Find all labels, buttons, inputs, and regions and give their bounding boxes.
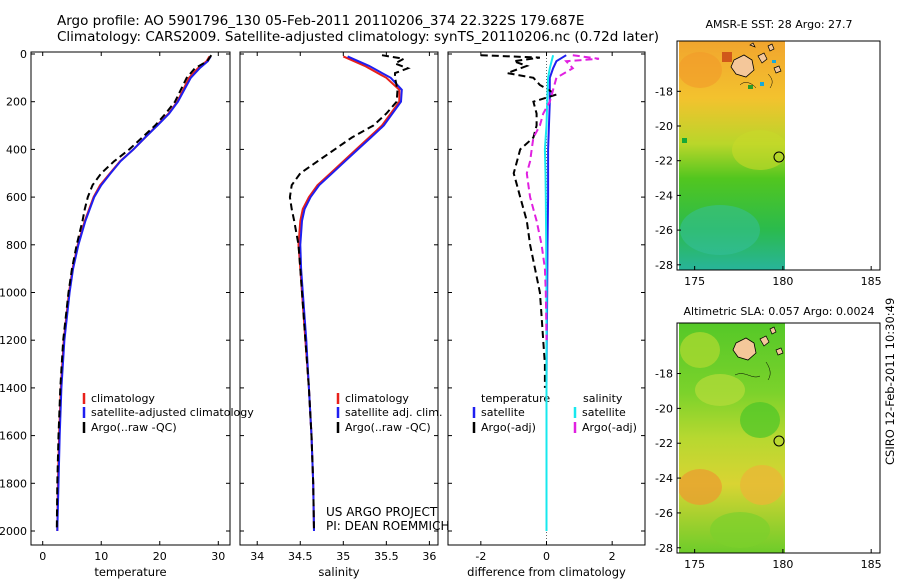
depth-tick-label: 1600 bbox=[0, 430, 27, 443]
x-tick-label: 10 bbox=[94, 550, 108, 563]
sla-map-title: Altimetric SLA: 0.057 Argo: 0.0024 bbox=[683, 305, 875, 318]
x-tick-label: 35 bbox=[336, 550, 350, 563]
series-line-temp_satellite bbox=[545, 54, 567, 531]
legend-temp-climatology: climatology bbox=[91, 392, 155, 405]
series-line-sal_satellite bbox=[543, 54, 555, 531]
legend-temp-argo: Argo(..raw -QC) bbox=[91, 421, 177, 434]
legend-diff-sal-argo: Argo(-adj) bbox=[582, 421, 637, 434]
pi-project-line: US ARGO PROJECT bbox=[326, 505, 438, 519]
series-line-satellite bbox=[299, 55, 403, 532]
climatology-subtitle: Climatology: CARS2009. Satellite-adjuste… bbox=[57, 29, 660, 45]
sst-map-title: AMSR-E SST: 28 Argo: 27.7 bbox=[705, 18, 853, 31]
series-line-sal_argo bbox=[525, 54, 600, 341]
series-line-climatology bbox=[56, 55, 211, 532]
x-tick-label: 0 bbox=[543, 550, 550, 563]
depth-tick-label: 0 bbox=[20, 48, 27, 61]
pi-credit: US ARGO PROJECT PI: DEAN ROEMMICH bbox=[326, 505, 449, 533]
depth-tick-label: 800 bbox=[6, 239, 27, 252]
x-axis-label: temperature bbox=[94, 565, 166, 579]
series-line-argo bbox=[288, 54, 411, 532]
x-axis-label: salinity bbox=[318, 565, 359, 579]
legend-diff-temp-argo: Argo(-adj) bbox=[481, 421, 536, 434]
x-tick-label: 0 bbox=[39, 550, 46, 563]
legend-diff-temp-satellite: satellite bbox=[481, 406, 525, 419]
x-tick-label: 36 bbox=[422, 550, 436, 563]
side-timestamp: CSIRO 12-Feb-2011 10:30:49 bbox=[883, 297, 897, 465]
depth-tick-label: 200 bbox=[6, 96, 27, 109]
legend-sal-argo: Argo(..raw -QC) bbox=[345, 421, 431, 434]
series-line-temp_argo bbox=[480, 54, 559, 388]
legend-diff-sal-satellite: satellite bbox=[582, 406, 626, 419]
panel-frame-1 bbox=[239, 51, 439, 546]
legend-sal-satellite: satellite adj. clim. bbox=[345, 406, 442, 419]
x-tick-label: 20 bbox=[153, 550, 167, 563]
x-axis-label: difference from climatology bbox=[467, 565, 626, 579]
series-line-climatology bbox=[297, 55, 401, 532]
depth-tick-label: 400 bbox=[6, 143, 27, 156]
x-tick-label: 30 bbox=[211, 550, 225, 563]
series-line-satellite bbox=[56, 55, 212, 532]
depth-tick-label: 1200 bbox=[0, 334, 27, 347]
legend-sal-climatology: climatology bbox=[345, 392, 409, 405]
profile-title: Argo profile: AO 5901796_130 05-Feb-2011… bbox=[57, 13, 585, 29]
panel-frame-0 bbox=[30, 51, 231, 546]
depth-tick-label: 2000 bbox=[0, 525, 27, 538]
depth-tick-label: 1400 bbox=[0, 382, 27, 395]
depth-tick-label: 1800 bbox=[0, 477, 27, 490]
series-line-argo bbox=[55, 54, 213, 532]
x-tick-label: -2 bbox=[475, 550, 486, 563]
x-tick-label: 35.5 bbox=[374, 550, 399, 563]
x-tick-label: 2 bbox=[609, 550, 616, 563]
depth-tick-label: 1000 bbox=[0, 287, 27, 300]
legend-temp-satellite: satellite-adjusted climatology bbox=[91, 406, 254, 419]
x-tick-label: 34.5 bbox=[288, 550, 313, 563]
legend-diff-salinity-title: salinity bbox=[583, 392, 623, 405]
depth-tick-label: 600 bbox=[6, 191, 27, 204]
legend-diff-temperature-title: temperature bbox=[481, 392, 550, 405]
x-tick-label: 34 bbox=[250, 550, 264, 563]
pi-name-line: PI: DEAN ROEMMICH bbox=[326, 519, 450, 533]
